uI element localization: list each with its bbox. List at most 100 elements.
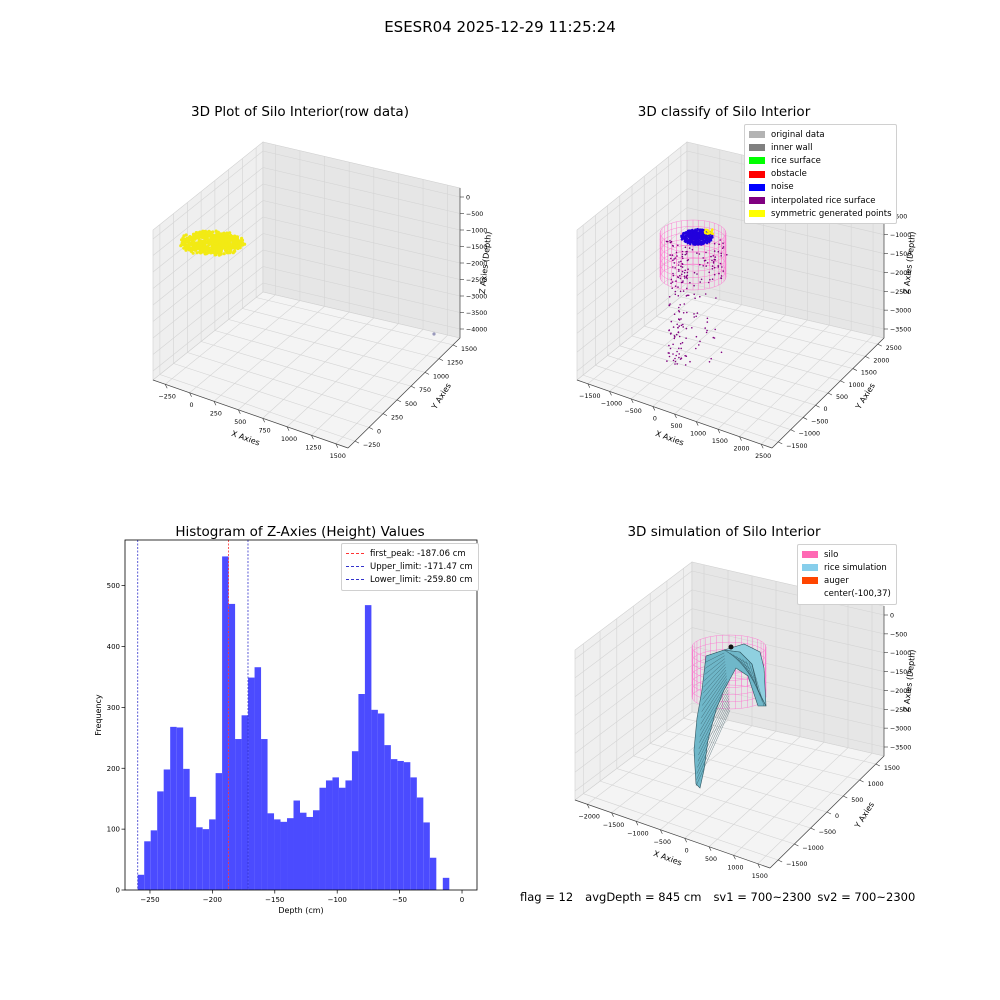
p2-noise-point	[702, 233, 705, 236]
p2-interpolated-point	[668, 355, 671, 358]
p2-interpolated-point	[695, 315, 697, 318]
p4-xtick-label: −500	[654, 839, 671, 846]
p2-legend-label: inner wall	[771, 142, 813, 153]
p1-xtick-label: 500	[234, 419, 246, 426]
p2-interpolated-point	[671, 287, 673, 290]
p1-ygrid-floor	[173, 363, 370, 428]
p2-interpolated-point	[699, 295, 701, 298]
p2-interpolated-point	[687, 268, 689, 271]
p2-noise-point	[699, 229, 703, 232]
p1-data-point	[206, 245, 210, 249]
p2-interpolated-point	[686, 294, 689, 297]
p1-ztick-label: −1000	[466, 228, 487, 235]
p1-outlier-point	[432, 332, 436, 336]
p2-interpolated-point	[682, 323, 684, 326]
p2-interpolated-point	[714, 328, 716, 331]
plot1-axes-3d: −2500250500750100012501500−2500250500750…	[152, 141, 494, 460]
histogram-bar	[254, 667, 262, 890]
p4-xtick-label: −2000	[579, 813, 600, 820]
p4-ytick-label: 1000	[868, 781, 884, 788]
p1-xtick-label: 750	[259, 427, 271, 434]
p2-interpolated-point	[713, 242, 716, 245]
p1-zlabel: Z Axies (Depth)	[478, 231, 494, 294]
p2-interpolated-point	[680, 324, 683, 327]
p2-interpolated-point	[669, 303, 671, 305]
p4-zgrid-left	[574, 608, 693, 697]
histogram-bar	[377, 713, 385, 890]
p1-data-point	[239, 242, 243, 246]
p2-legend-label: original data	[771, 129, 825, 140]
p4-xtick	[708, 846, 712, 851]
p2-interpolated-point	[687, 294, 690, 297]
p4-legend-swatch	[802, 577, 818, 585]
p4-ztick-label: −1000	[890, 650, 911, 657]
p2-noise-point	[687, 234, 690, 237]
p4-ytick	[794, 843, 799, 847]
p2-interpolated-point	[684, 253, 687, 256]
p4-ygrid-floor	[599, 780, 795, 845]
p4-mesh-line	[695, 709, 731, 787]
p2-interpolated-point	[713, 258, 716, 261]
p1-data-point	[234, 241, 238, 245]
p1-zgrid-right	[262, 200, 461, 247]
p2-interpolated-point	[672, 245, 674, 247]
p2-interpolated-point	[712, 336, 715, 339]
p4-legend-label: center(-100,37)	[824, 589, 891, 600]
p2-interpolated-point	[683, 277, 686, 279]
p2-y-axis-line	[771, 337, 885, 449]
p2-legend-swatch	[749, 170, 765, 178]
p2-interpolated-point	[706, 262, 709, 264]
p1-data-point	[195, 242, 199, 246]
p1-data-point	[216, 230, 220, 234]
p2-noise-point	[683, 231, 687, 234]
p4-y-axis-line	[769, 755, 885, 869]
p2-ygrid-floor	[619, 345, 816, 406]
p2-interpolated-point	[686, 274, 689, 277]
p2-zgrid-left	[576, 282, 688, 372]
p2-interpolated-point	[713, 273, 716, 276]
p2-interpolated-point	[678, 311, 681, 313]
p2-interpolated-point	[713, 337, 716, 339]
p2-noise-point	[696, 227, 699, 231]
p2-noise-point	[688, 231, 691, 234]
p4-ytick	[843, 795, 848, 799]
p2-interpolated-point	[705, 251, 707, 254]
p2-noise-point	[700, 237, 703, 240]
p4-ylabel: Y Axies	[853, 800, 877, 830]
p2-ygrid-floor	[668, 306, 866, 357]
p2-noise-point	[695, 240, 698, 243]
p1-point-cloud	[179, 229, 247, 257]
p4-mesh-line	[696, 704, 730, 774]
p1-xtick	[164, 384, 168, 389]
p2-noise-point	[686, 241, 689, 244]
p1-ygrid-floor	[201, 341, 398, 401]
p2-interpolated-point	[677, 331, 680, 333]
p2-noise-point	[708, 235, 711, 238]
p2-noise-point	[693, 236, 696, 239]
p2-interpolated-point	[677, 244, 679, 247]
p1-ytick	[396, 399, 402, 403]
plot1-title: 3D Plot of Silo Interior(row data)	[191, 104, 409, 120]
p2-interpolated-point	[670, 278, 673, 281]
p2-noise-point	[689, 243, 692, 246]
p2-interpolated-point	[668, 344, 670, 347]
p2-legend-entry: original data	[749, 128, 892, 141]
p2-xtick	[587, 383, 591, 388]
p1-xtick	[213, 401, 217, 406]
histogram-bar	[325, 780, 333, 890]
p2-xtick	[717, 428, 721, 434]
p2-ytick	[827, 392, 833, 396]
p2-zgrid-right	[686, 226, 885, 273]
p2-noise-point	[690, 241, 693, 244]
histogram-bar	[300, 812, 307, 890]
sv2-text: sv2 = 700~2300	[817, 890, 916, 904]
p2-interpolated-point	[706, 317, 709, 320]
p2-interpolated-point	[720, 277, 722, 279]
p1-data-point	[217, 240, 222, 244]
histogram-ytick-label: 100	[107, 826, 120, 834]
p2-interpolated-point	[722, 246, 725, 248]
p2-interpolated-point	[719, 262, 722, 265]
p4-mesh-line	[703, 661, 726, 681]
p1-data-point	[225, 243, 229, 247]
figure-title: ESESR04 2025-12-29 11:25:24	[384, 18, 616, 36]
